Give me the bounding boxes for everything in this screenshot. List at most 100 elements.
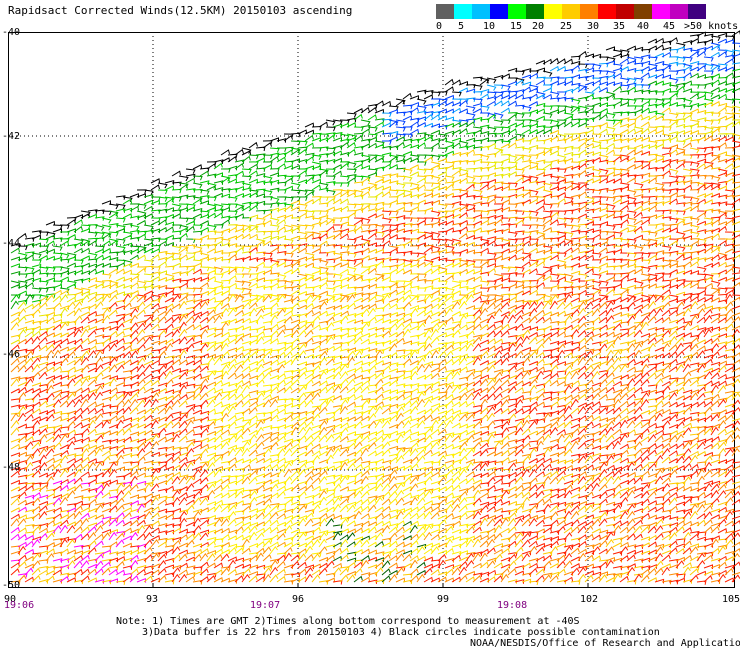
wind-barb xyxy=(381,145,392,151)
wind-barb xyxy=(703,358,713,366)
wind-barb xyxy=(101,262,112,268)
wind-barb xyxy=(444,332,455,338)
wind-barb xyxy=(108,377,117,387)
wind-barb xyxy=(339,332,350,338)
wind-barb xyxy=(157,350,167,359)
wind-barb xyxy=(507,171,518,177)
wind-barb xyxy=(164,399,174,408)
wind-barb xyxy=(234,384,243,394)
wind-barb xyxy=(542,129,553,135)
wind-barb xyxy=(570,165,580,170)
wind-barb xyxy=(206,356,216,366)
wind-barb xyxy=(556,376,567,382)
wind-barb xyxy=(437,320,448,325)
wind-barb xyxy=(528,420,538,429)
wind-barb xyxy=(402,323,412,331)
wind-barb xyxy=(290,289,301,296)
wind-barb xyxy=(514,70,525,76)
wind-barb xyxy=(661,301,671,310)
wind-barb xyxy=(584,129,595,135)
wind-barb xyxy=(717,409,728,415)
wind-barb xyxy=(465,175,476,182)
wind-barb xyxy=(367,267,377,275)
wind-barb xyxy=(662,126,672,131)
wind-barb xyxy=(206,276,217,282)
wind-barb xyxy=(346,224,357,230)
wind-barb xyxy=(318,187,329,193)
wind-barb xyxy=(402,375,412,380)
wind-barb xyxy=(605,339,616,345)
wind-barb xyxy=(297,212,308,219)
wind-barb xyxy=(17,405,27,415)
wind-barb xyxy=(248,307,257,317)
wind-barb xyxy=(703,276,714,282)
wind-barb xyxy=(220,393,230,401)
wind-barb xyxy=(654,337,664,345)
wind-barb xyxy=(633,160,644,166)
wind-barb xyxy=(437,410,447,416)
wind-barb xyxy=(542,227,553,233)
wind-barb xyxy=(220,364,230,373)
wind-barb xyxy=(122,234,133,240)
wind-barb xyxy=(486,433,495,443)
wind-barb xyxy=(234,170,245,177)
wind-barb xyxy=(451,142,461,149)
wind-barb xyxy=(479,210,490,216)
wind-barb xyxy=(731,337,740,345)
wind-barb xyxy=(101,293,110,303)
wind-barb xyxy=(73,367,84,373)
wind-barb xyxy=(164,185,175,191)
wind-barb xyxy=(633,105,644,111)
wind-barb xyxy=(626,373,637,380)
wind-barb xyxy=(451,401,461,408)
wind-barb xyxy=(605,70,616,77)
wind-barb xyxy=(430,419,439,429)
wind-barb xyxy=(122,350,132,359)
wind-barb xyxy=(192,262,203,268)
wind-barb xyxy=(507,203,518,209)
wind-barb xyxy=(682,168,693,175)
wind-barb xyxy=(255,295,265,303)
wind-barb xyxy=(59,321,70,326)
wind-barb xyxy=(570,398,579,408)
wind-barb xyxy=(486,77,497,84)
wind-barb xyxy=(353,385,363,394)
wind-barb xyxy=(178,292,189,298)
wind-barb xyxy=(367,184,377,191)
wind-barb xyxy=(199,375,209,380)
wind-barb xyxy=(465,97,476,103)
wind-barb xyxy=(717,212,727,219)
wind-barb xyxy=(598,331,609,338)
wind-barb xyxy=(577,322,587,331)
wind-barb xyxy=(192,418,203,423)
wind-barb xyxy=(395,182,406,189)
wind-barb xyxy=(143,387,154,394)
wind-barb xyxy=(115,228,125,233)
wind-barb xyxy=(332,444,343,450)
wind-barb xyxy=(633,369,644,375)
wind-barb xyxy=(367,295,377,303)
wind-barb xyxy=(493,173,504,179)
wind-barb xyxy=(24,435,34,443)
wind-barb xyxy=(227,293,236,303)
wind-barb xyxy=(248,191,259,198)
wind-barb xyxy=(346,252,357,258)
wind-barb xyxy=(556,396,567,402)
wind-barb xyxy=(80,306,91,311)
wind-barb xyxy=(220,168,231,173)
wind-barb xyxy=(360,164,371,170)
wind-barb xyxy=(80,356,90,366)
wind-barb xyxy=(626,358,636,366)
wind-barb xyxy=(598,360,609,366)
wind-barb xyxy=(143,284,154,290)
wind-barb xyxy=(325,198,335,205)
wind-barb xyxy=(710,201,721,207)
wind-barb xyxy=(290,387,300,394)
wind-barb xyxy=(171,170,181,177)
wind-barb xyxy=(717,364,727,373)
wind-barb xyxy=(675,317,685,324)
wind-barb xyxy=(136,254,146,261)
wind-barb xyxy=(521,434,531,443)
wind-barb xyxy=(213,172,223,177)
wind-barb xyxy=(185,287,196,293)
